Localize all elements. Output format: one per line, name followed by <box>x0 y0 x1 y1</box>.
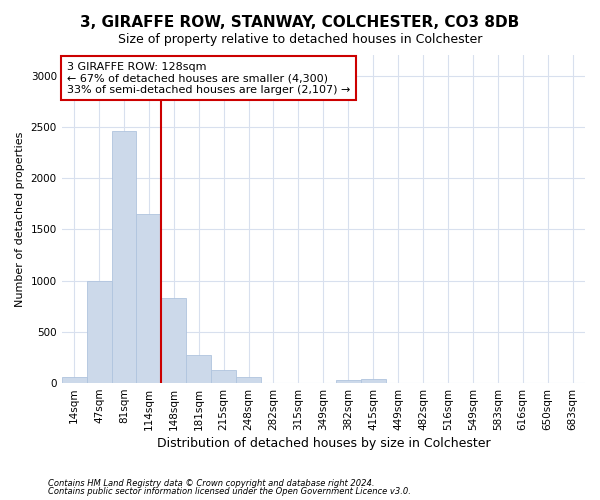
Y-axis label: Number of detached properties: Number of detached properties <box>15 132 25 306</box>
X-axis label: Distribution of detached houses by size in Colchester: Distribution of detached houses by size … <box>157 437 490 450</box>
Bar <box>236 378 261 383</box>
Text: 3 GIRAFFE ROW: 128sqm
← 67% of detached houses are smaller (4,300)
33% of semi-d: 3 GIRAFFE ROW: 128sqm ← 67% of detached … <box>67 62 350 95</box>
Text: 3, GIRAFFE ROW, STANWAY, COLCHESTER, CO3 8DB: 3, GIRAFFE ROW, STANWAY, COLCHESTER, CO3… <box>80 15 520 30</box>
Bar <box>112 131 136 383</box>
Bar <box>62 378 86 383</box>
Text: Contains public sector information licensed under the Open Government Licence v3: Contains public sector information licen… <box>48 487 411 496</box>
Bar <box>211 370 236 383</box>
Bar <box>161 298 186 383</box>
Bar <box>136 214 161 383</box>
Text: Contains HM Land Registry data © Crown copyright and database right 2024.: Contains HM Land Registry data © Crown c… <box>48 478 374 488</box>
Bar <box>86 280 112 383</box>
Bar <box>336 380 361 383</box>
Bar <box>186 356 211 383</box>
Bar <box>361 379 386 383</box>
Text: Size of property relative to detached houses in Colchester: Size of property relative to detached ho… <box>118 32 482 46</box>
